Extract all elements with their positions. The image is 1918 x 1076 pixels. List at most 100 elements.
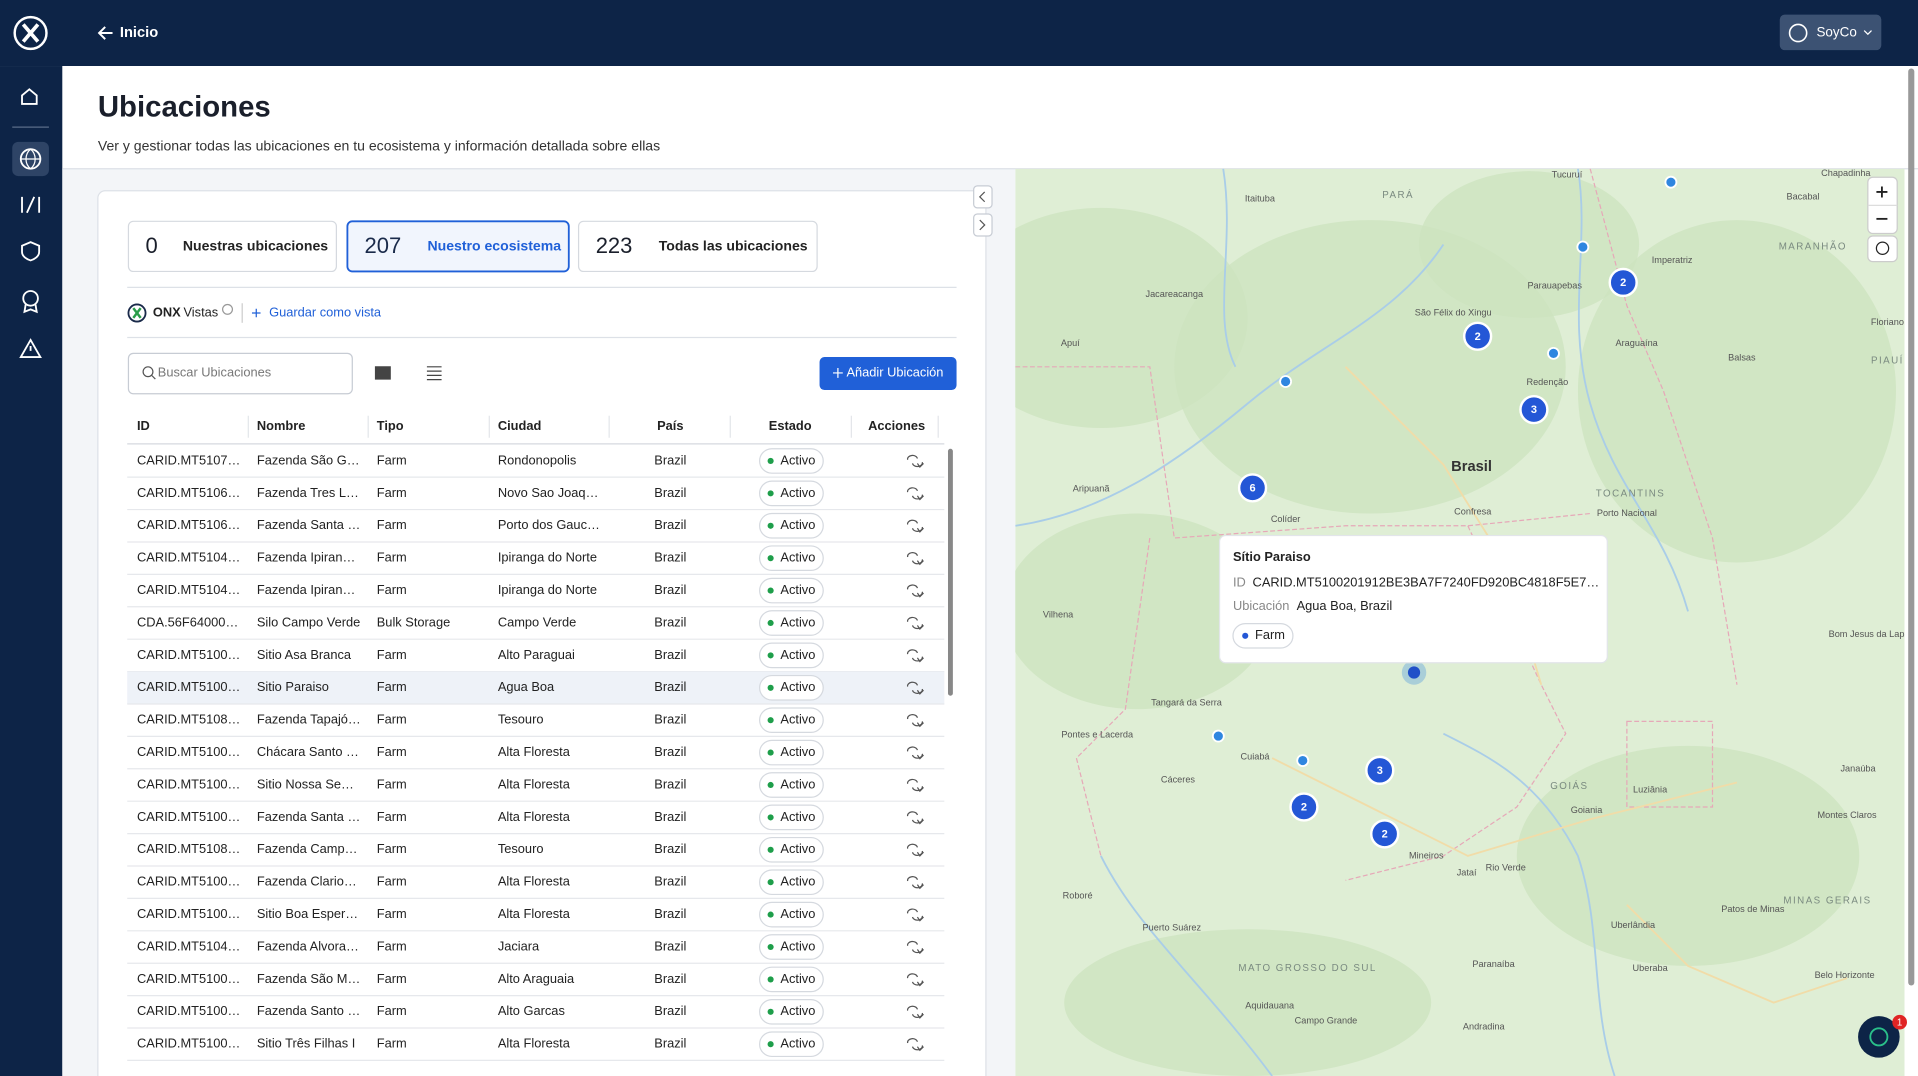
- status-chip: [759, 804, 824, 831]
- save-plus: [251, 308, 261, 318]
- cell: Fazenda Santo …: [257, 1003, 360, 1018]
- page-title: Ubicaciones: [98, 91, 271, 124]
- add-button[interactable]: [819, 357, 957, 391]
- row-action[interactable]: [907, 519, 924, 533]
- map-cluster[interactable]: [1519, 394, 1549, 425]
- view-columns[interactable]: [374, 366, 391, 380]
- row-action[interactable]: [907, 746, 924, 760]
- status-chip: [759, 512, 824, 539]
- map-cluster[interactable]: [1237, 473, 1268, 503]
- logo: [13, 15, 48, 51]
- tab-label[interactable]: Nuestras ubicaciones: [183, 238, 328, 254]
- search-placeholder[interactable]: Buscar Ubicaciones: [158, 364, 271, 379]
- row-action[interactable]: [907, 908, 924, 922]
- tab-count[interactable]: 0: [146, 233, 158, 258]
- chat-button[interactable]: [1858, 1016, 1900, 1058]
- map-point[interactable]: [1211, 729, 1225, 743]
- map-cluster-count[interactable]: 2: [1301, 802, 1307, 814]
- status-label: Activo: [780, 906, 815, 921]
- tab-label[interactable]: Nuestro ecosistema: [428, 238, 562, 254]
- row-action[interactable]: [907, 843, 924, 857]
- row-action[interactable]: [907, 811, 924, 825]
- row-action[interactable]: [907, 681, 924, 695]
- column-header[interactable]: País: [657, 418, 683, 433]
- row-action[interactable]: [907, 940, 924, 955]
- globe-control[interactable]: [1867, 235, 1898, 263]
- status-label: Activo: [780, 712, 815, 727]
- row-action[interactable]: [907, 1005, 924, 1019]
- map-cluster-count[interactable]: 2: [1620, 277, 1626, 289]
- row-action[interactable]: [907, 778, 924, 793]
- save-view[interactable]: Guardar como vista: [269, 304, 382, 319]
- map-point[interactable]: [1664, 175, 1678, 189]
- row-action[interactable]: [907, 876, 924, 890]
- column-header[interactable]: Tipo: [377, 418, 404, 433]
- column-header[interactable]: ID: [137, 418, 150, 433]
- map-cluster-count[interactable]: 2: [1382, 828, 1388, 840]
- cell: Farm: [377, 452, 407, 467]
- collapse-right[interactable]: [973, 213, 993, 237]
- map-label: Porto Nacional: [1597, 508, 1657, 518]
- tab[interactable]: [127, 220, 337, 273]
- map-label: Patos de Minas: [1721, 904, 1785, 914]
- tab-count[interactable]: 207: [365, 233, 402, 258]
- map-cluster[interactable]: [1370, 819, 1400, 849]
- map-cluster-count[interactable]: 6: [1250, 482, 1256, 494]
- nav-map[interactable]: [21, 196, 41, 214]
- map-cluster[interactable]: [1462, 321, 1493, 351]
- map-point[interactable]: [1296, 754, 1310, 767]
- row-action[interactable]: [907, 552, 924, 566]
- views-label: Vistas: [183, 304, 218, 319]
- nav-shield[interactable]: [21, 241, 41, 262]
- view-list[interactable]: [426, 366, 442, 381]
- map-cluster[interactable]: [1365, 755, 1395, 785]
- cell: Fazenda Camp…: [257, 841, 358, 856]
- row-action[interactable]: [907, 487, 924, 501]
- row-action[interactable]: [907, 973, 924, 987]
- status-chip: [759, 739, 824, 766]
- back-link[interactable]: Inicio: [120, 25, 158, 41]
- nav-alert[interactable]: [19, 338, 42, 358]
- map-cluster-count[interactable]: 3: [1531, 404, 1537, 416]
- map-point[interactable]: [1576, 240, 1590, 254]
- tab[interactable]: [577, 220, 818, 273]
- row-action[interactable]: [907, 584, 924, 598]
- map-cluster[interactable]: [1608, 267, 1638, 298]
- tab-count[interactable]: 223: [596, 233, 633, 258]
- zoom-in[interactable]: [1876, 186, 1888, 198]
- status-label: Activo: [780, 614, 815, 629]
- column-header[interactable]: Estado: [769, 418, 812, 433]
- row-action[interactable]: [907, 714, 924, 728]
- search-box[interactable]: [127, 352, 353, 395]
- map-point[interactable]: [1279, 375, 1293, 388]
- map-cluster[interactable]: [1289, 792, 1319, 822]
- map-point[interactable]: [1547, 346, 1560, 360]
- page-subtitle: Ver y gestionar todas las ubicaciones en…: [98, 137, 660, 153]
- collapse-left[interactable]: [973, 185, 993, 209]
- status-dot: [767, 619, 774, 627]
- map-cluster-count[interactable]: 3: [1377, 765, 1383, 777]
- nav-home[interactable]: [21, 88, 38, 105]
- tab-label[interactable]: Todas las ubicaciones: [659, 238, 808, 254]
- column-header[interactable]: Ciudad: [498, 418, 541, 433]
- row-action[interactable]: [907, 649, 924, 663]
- column-header[interactable]: Acciones: [868, 418, 925, 433]
- cell: Sitio Asa Branca: [257, 647, 352, 662]
- nav-award[interactable]: [22, 290, 39, 307]
- row-action[interactable]: [907, 616, 924, 631]
- tab[interactable]: [346, 220, 570, 273]
- cell: Brazil: [654, 1003, 686, 1018]
- back-arrow[interactable]: [97, 26, 113, 40]
- add-button-label[interactable]: Añadir Ubicación: [846, 364, 943, 379]
- column-header[interactable]: Nombre: [257, 418, 305, 433]
- map-point-selected[interactable]: [1407, 666, 1421, 679]
- user-name[interactable]: SoyCo: [1816, 25, 1856, 40]
- map-forest: [1516, 745, 1860, 966]
- cell: CARID.MT5106…: [137, 485, 240, 500]
- row-action[interactable]: [907, 454, 924, 469]
- row-action[interactable]: [907, 1038, 924, 1052]
- map-cluster-count[interactable]: 2: [1475, 331, 1481, 343]
- cell: CARID.MT5104…: [137, 938, 240, 953]
- user-button[interactable]: [1779, 14, 1882, 51]
- map[interactable]: PARÁ MARANHÃO PIAUÍ TOCANTINS Brasil Itaituba…: [954, 168, 1910, 1076]
